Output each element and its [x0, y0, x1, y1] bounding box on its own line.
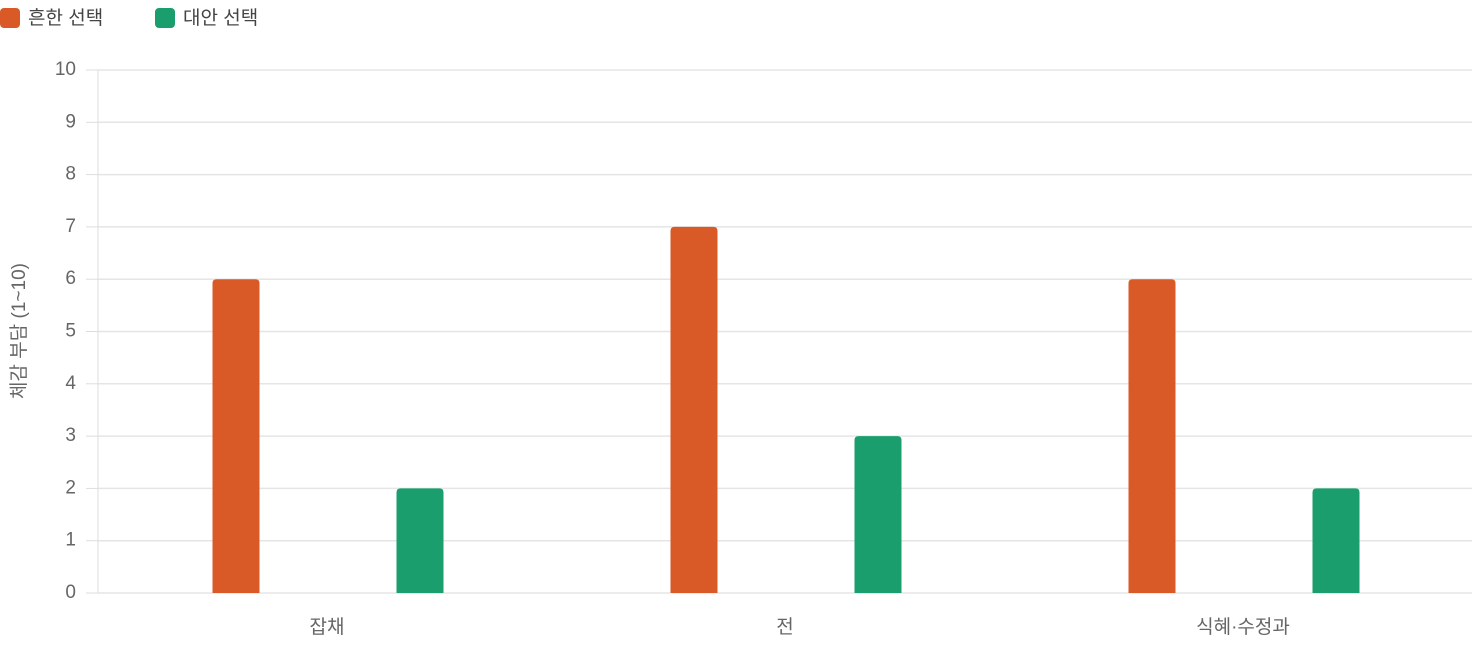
y-tick-label: 3	[65, 425, 76, 446]
bar	[670, 226, 718, 593]
x-tick-label: 식혜·수정과	[1196, 616, 1290, 638]
bar	[1128, 279, 1176, 593]
y-tick-label: 0	[65, 582, 76, 603]
y-tick-label: 8	[65, 164, 76, 185]
y-tick-label: 10	[55, 59, 76, 80]
x-tick-label: 전	[776, 616, 793, 638]
y-tick-label: 7	[65, 216, 76, 237]
legend-label[interactable]: 흔한 선택	[28, 7, 103, 29]
legend-swatch[interactable]	[155, 8, 175, 28]
y-tick-label: 1	[65, 530, 76, 551]
y-tick-label: 5	[65, 321, 76, 342]
y-tick-label: 6	[65, 268, 76, 289]
y-tick-label: 2	[65, 477, 76, 498]
legend-swatch[interactable]	[0, 8, 20, 28]
y-tick-label: 9	[65, 111, 76, 132]
x-tick-label: 잡채	[310, 616, 345, 638]
bar	[212, 279, 260, 593]
y-tick-label: 4	[65, 373, 76, 394]
y-axis-label: 체감 부담 (1~10)	[8, 263, 30, 399]
bar	[396, 488, 444, 593]
legend-label[interactable]: 대안 선택	[183, 7, 258, 29]
bar	[854, 436, 902, 593]
bar	[1312, 488, 1360, 593]
